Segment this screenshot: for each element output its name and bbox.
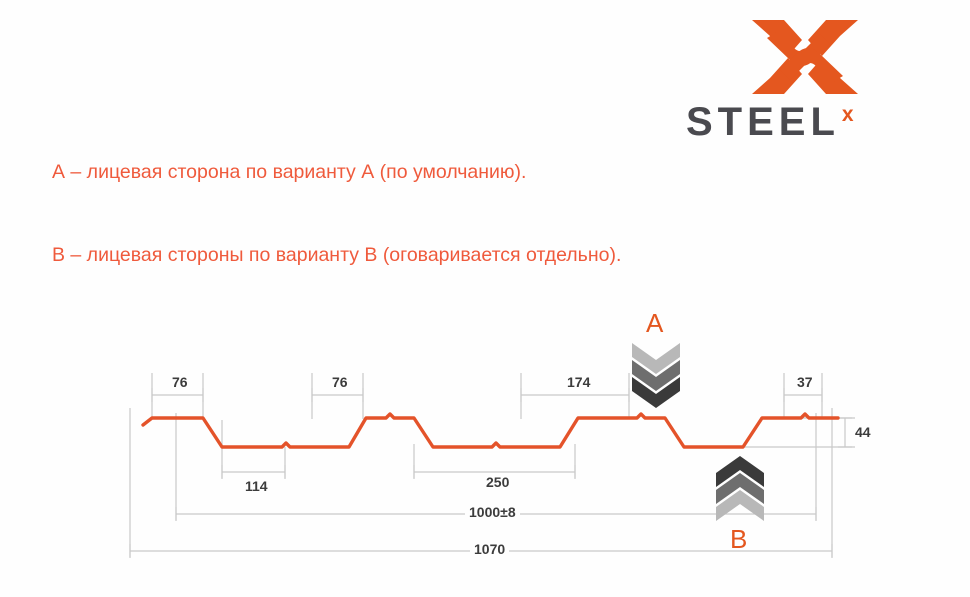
chevron-up-icon [716, 456, 764, 521]
marker-letter-a: А [646, 308, 664, 338]
dimension-label-profile-height: 44 [851, 424, 875, 440]
dimension-label-rib-pitch: 174 [563, 374, 595, 390]
steelx-x-mark-icon [750, 18, 860, 96]
marker-letter-b: В [730, 524, 748, 554]
caption-variant-a: А – лицевая сторона по варианту А (по ум… [52, 161, 527, 183]
brand-logo: STEEL x [686, 18, 936, 143]
logo-word-superscript: x [841, 103, 854, 126]
marker-side-b [716, 456, 764, 521]
dimension-label-wave-pitch: 250 [482, 474, 514, 490]
dimension-label-top-flange-left: 76 [168, 374, 192, 390]
dimension-label-effective-width: 1000±8 [465, 504, 520, 520]
dimension-label-valley-width: 114 [241, 478, 272, 494]
dimension-label-overall-width: 1070 [470, 541, 510, 557]
dimension-label-top-flange-mid: 76 [328, 374, 352, 390]
sheet-profile-path [141, 412, 840, 449]
marker-side-a [632, 343, 680, 408]
chevron-down-icon [632, 343, 680, 408]
logo-word-steel: STEEL [686, 100, 840, 144]
dimension-label-edge-flange: 37 [793, 374, 817, 390]
logo-wordmark: STEEL x [686, 102, 936, 142]
caption-variant-b: В – лицевая стороны по варианту В (огова… [52, 244, 622, 266]
